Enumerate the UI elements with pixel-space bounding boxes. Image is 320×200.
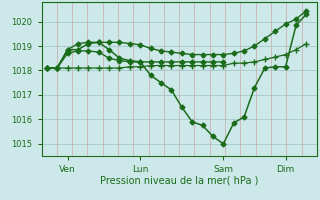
X-axis label: Pression niveau de la mer( hPa ): Pression niveau de la mer( hPa ) [100, 175, 258, 185]
